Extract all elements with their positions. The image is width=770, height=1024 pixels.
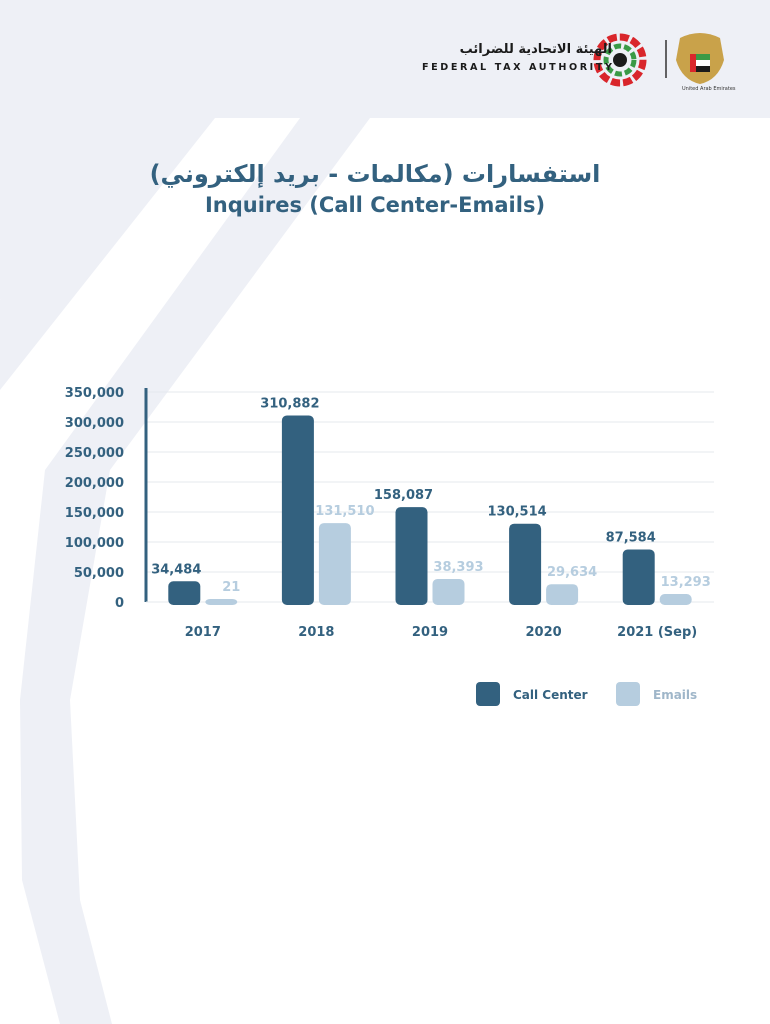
data-label-call-center: 310,882 (260, 396, 319, 411)
y-tick-label: 350,000 (65, 386, 124, 401)
data-label-call-center: 87,584 (606, 530, 656, 545)
x-tick-label: 2019 (412, 625, 448, 640)
bar-emails (432, 578, 465, 605)
legend-label-call-center: Call Center (513, 688, 588, 702)
bar-chart: 0 50,000 100,000 150,000 200,000 250,000 300,0… (65, 386, 714, 706)
bar-emails (659, 594, 692, 605)
y-tick-label: 100,000 (65, 536, 124, 551)
y-tick-label: 300,000 (65, 416, 124, 431)
data-label-emails: 38,393 (433, 560, 483, 575)
legend-swatch-emails (616, 682, 640, 706)
bar-emails (546, 584, 579, 605)
data-label-call-center: 130,514 (487, 505, 546, 520)
data-label-emails: 29,634 (547, 565, 597, 580)
data-label-call-center: 158,087 (374, 488, 433, 503)
data-label-emails: 13,293 (661, 575, 711, 590)
bar-call-center (281, 415, 314, 605)
x-tick-label: 2018 (298, 625, 334, 640)
x-tick-label: 2021 (Sep) (617, 625, 697, 640)
y-tick-label: 200,000 (65, 476, 124, 491)
uae-emblem-icon (676, 33, 724, 84)
legend-swatch-call-center (476, 682, 500, 706)
y-tick-label: 150,000 (65, 506, 124, 521)
logo-arabic-text: الهيئة الاتحادية للضرائب (459, 42, 612, 57)
x-tick-label: 2020 (526, 625, 562, 640)
logo-english-text: FEDERAL TAX AUTHORITY (422, 62, 615, 73)
bar-emails (205, 599, 238, 605)
bar-call-center (622, 549, 655, 605)
fta-emblem-icon (593, 33, 647, 87)
data-label-call-center: 34,484 (151, 562, 201, 577)
logo-graphics (593, 33, 724, 87)
title-english: Inquires (Call Center-Emails) (204, 193, 546, 217)
bar-call-center (395, 507, 428, 605)
y-tick-label: 250,000 (65, 446, 124, 461)
legend-label-emails: Emails (653, 688, 697, 702)
uae-caption: United Arab Emirates (682, 86, 736, 92)
data-label-emails: 131,510 (315, 504, 374, 519)
x-tick-label: 2017 (185, 625, 221, 640)
y-tick-label: 0 (115, 596, 124, 611)
data-label-emails: 21 (222, 580, 240, 595)
bar-emails (318, 523, 351, 605)
title-arabic: استفسارات (مكالمات - بريد إلكتروني) (149, 160, 601, 188)
bar-call-center (509, 523, 542, 605)
bar-call-center (168, 581, 201, 605)
y-tick-label: 50,000 (74, 566, 124, 581)
